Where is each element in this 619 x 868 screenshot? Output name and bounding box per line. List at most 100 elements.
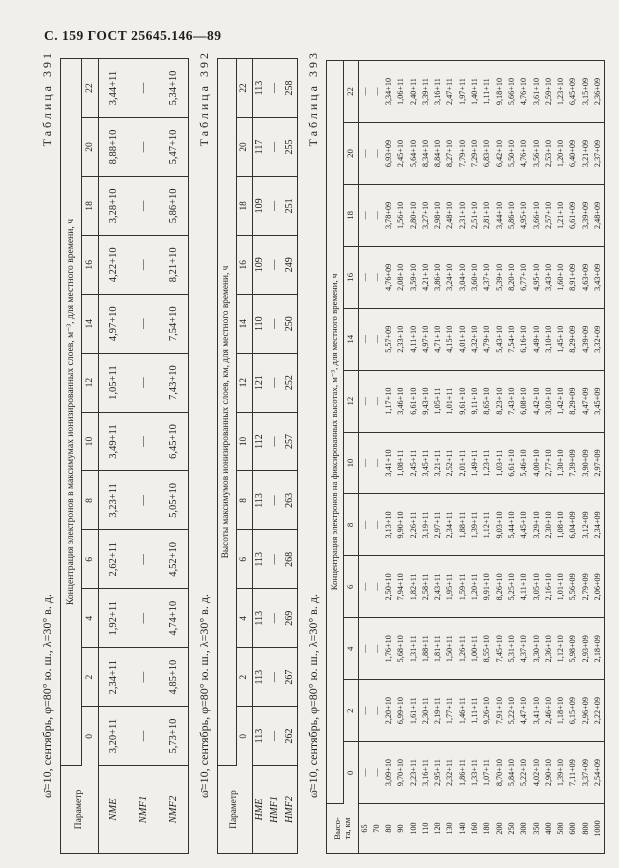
table-cell: 3,13+10 xyxy=(383,493,396,556)
table-cell: — xyxy=(370,555,384,618)
table-cell: 1,01+11 xyxy=(444,370,457,433)
table-cell: 3,16+11 xyxy=(419,741,433,804)
table-cell: 6,99+10 xyxy=(395,679,408,742)
table-cell: 9,61+10 xyxy=(456,370,470,433)
table-cell: — xyxy=(358,555,371,618)
table-cell: 6,83+10 xyxy=(481,122,494,185)
table-cell: 1,82+11 xyxy=(407,555,420,618)
table-cell: 1,21+10 xyxy=(555,184,568,247)
hour-header: 4 xyxy=(236,588,253,648)
table-392-condition: ω̄=10, сентябрь, φ=80° ю. ш., λ=30° в. д… xyxy=(197,594,211,798)
table-cell: 9,70+10 xyxy=(395,741,408,804)
table-cell: 4,71+10 xyxy=(432,308,445,371)
row-label: 600 xyxy=(568,822,578,835)
table-cell: 4,76+09 xyxy=(383,246,396,309)
table-cell: — xyxy=(267,176,283,236)
table-cell: 6,42+10 xyxy=(493,122,507,185)
table-cell: 3,09+10 xyxy=(383,741,396,804)
table-cell: 2,95+11 xyxy=(432,741,445,804)
page-header: С. 159 ГОСТ 25645.146—89 xyxy=(44,28,222,43)
table-cell: 2,97+11 xyxy=(432,493,445,556)
table-cell: 4,37+10 xyxy=(518,617,531,680)
table-cell: — xyxy=(370,308,384,371)
table-393-block: ω̄=10, сентябрь, φ=80° ю. ш., λ=30° в. д… xyxy=(306,50,605,854)
table-cell: 3,86+10 xyxy=(432,246,445,309)
table-cell: 4,74+10 xyxy=(158,588,189,648)
table-cell: 4,52+10 xyxy=(158,529,189,589)
row-label: 140 xyxy=(457,822,467,835)
table-cell: 2,19+11 xyxy=(432,679,445,742)
table-cell: 5,56+09 xyxy=(567,555,580,618)
table-cell: 1,08+10 xyxy=(555,493,568,556)
table-cell: 2,45+11 xyxy=(407,432,420,494)
row-label: HMF2 xyxy=(283,796,295,823)
row-label: 1000 xyxy=(592,820,602,837)
table-cell: — xyxy=(358,60,371,123)
table-391: Параметр Концентрация электронов в максим… xyxy=(60,58,189,854)
table-cell: 6,45+10 xyxy=(158,412,189,471)
table-cell: — xyxy=(358,184,371,247)
table-cell: 3,39+11 xyxy=(419,60,433,123)
table-cell: 3,19+11 xyxy=(419,493,433,556)
hour-header: 6 xyxy=(343,555,359,618)
table-cell: 2,90+10 xyxy=(542,741,556,804)
table-cell: 1,49+11 xyxy=(469,432,482,494)
row-label: 120 xyxy=(433,822,443,835)
hour-header: 16 xyxy=(343,246,359,309)
table-row: HMF2 262 267 269 268 263 257 252 250 249 251 255 258 xyxy=(282,58,298,854)
table-row: 160 1,33+11 1,11+11 1,00+11 1,20+11 1,39+11 1,… xyxy=(469,60,482,854)
table-row: 500 1,39+10 1,18+10 1,12+10 1,01+10 1,08+10 1,… xyxy=(555,60,568,854)
table-392: Параметр Высоты максимумов ионизированных… xyxy=(217,58,298,854)
hour-header: 14 xyxy=(236,294,253,354)
table-cell: 9,18+10 xyxy=(493,60,507,123)
table-cell: 2,34+09 xyxy=(592,493,605,556)
table-row: 70— — — — — — — — — — — — xyxy=(370,60,384,854)
table-cell: 1,03+11 xyxy=(493,432,507,494)
table-cell: — xyxy=(267,588,283,648)
table-cell: 5,68+10 xyxy=(395,617,408,680)
table-cell: 8,65+10 xyxy=(481,370,494,433)
table-cell: 5,22+10 xyxy=(518,741,531,804)
table-cell: — xyxy=(370,741,384,804)
hour-header: 18 xyxy=(236,176,253,236)
hour-header: 6 xyxy=(236,529,253,589)
table-cell: — xyxy=(128,235,159,295)
table-cell: 6,08+10 xyxy=(518,370,531,433)
table-cell: 5,25+10 xyxy=(506,555,519,618)
row-label: 300 xyxy=(519,822,529,835)
table-cell: 2,98+10 xyxy=(432,184,445,247)
table-row: 100 2,23+11 1,61+11 1,31+11 1,82+11 2,26+11 2,… xyxy=(407,60,420,854)
table-cell: 5,43+10 xyxy=(493,308,507,371)
table-cell: — xyxy=(358,246,371,309)
table-cell: — xyxy=(370,122,384,185)
table-cell: 113 xyxy=(252,647,268,707)
table-cell: 7,43+10 xyxy=(158,353,189,413)
table-cell: — xyxy=(358,493,371,556)
table-cell: 1,33+11 xyxy=(469,741,482,804)
table-cell: 2,26+11 xyxy=(407,493,420,556)
table-cell: 2,18+09 xyxy=(592,617,605,680)
table-cell: 4,47+10 xyxy=(518,679,531,742)
table-cell: 9,90+10 xyxy=(395,493,408,556)
table-cell: 113 xyxy=(252,58,268,118)
table-row: 90 9,70+10 6,99+10 5,68+10 7,94+10 9,90+10 1,0… xyxy=(395,60,408,854)
table-cell: 8,70+10 xyxy=(493,741,507,804)
row-label-header: Параметр xyxy=(60,765,99,854)
hour-header: 2 xyxy=(236,647,253,707)
table-cell: 2,54+09 xyxy=(592,741,605,804)
table-cell: 1,11+11 xyxy=(469,679,482,742)
table-cell: 1,06+11 xyxy=(395,60,408,123)
table-cell: 1,95+11 xyxy=(444,555,457,618)
hour-header: 20 xyxy=(236,117,253,177)
hour-header: 22 xyxy=(236,58,253,118)
table-cell: 5,98+09 xyxy=(567,617,580,680)
row-label: 350 xyxy=(531,822,541,835)
table-cell: 8,88+10 xyxy=(98,117,129,177)
table-cell: 4,76+10 xyxy=(518,60,531,123)
table-cell: 3,21+09 xyxy=(579,122,593,185)
table-391-block: ω̄=10, сентябрь, φ=80° ю. ш., λ=30° в. д… xyxy=(40,50,189,854)
table-cell: 8,55+10 xyxy=(481,617,494,680)
table-cell: 2,22+09 xyxy=(592,679,605,742)
